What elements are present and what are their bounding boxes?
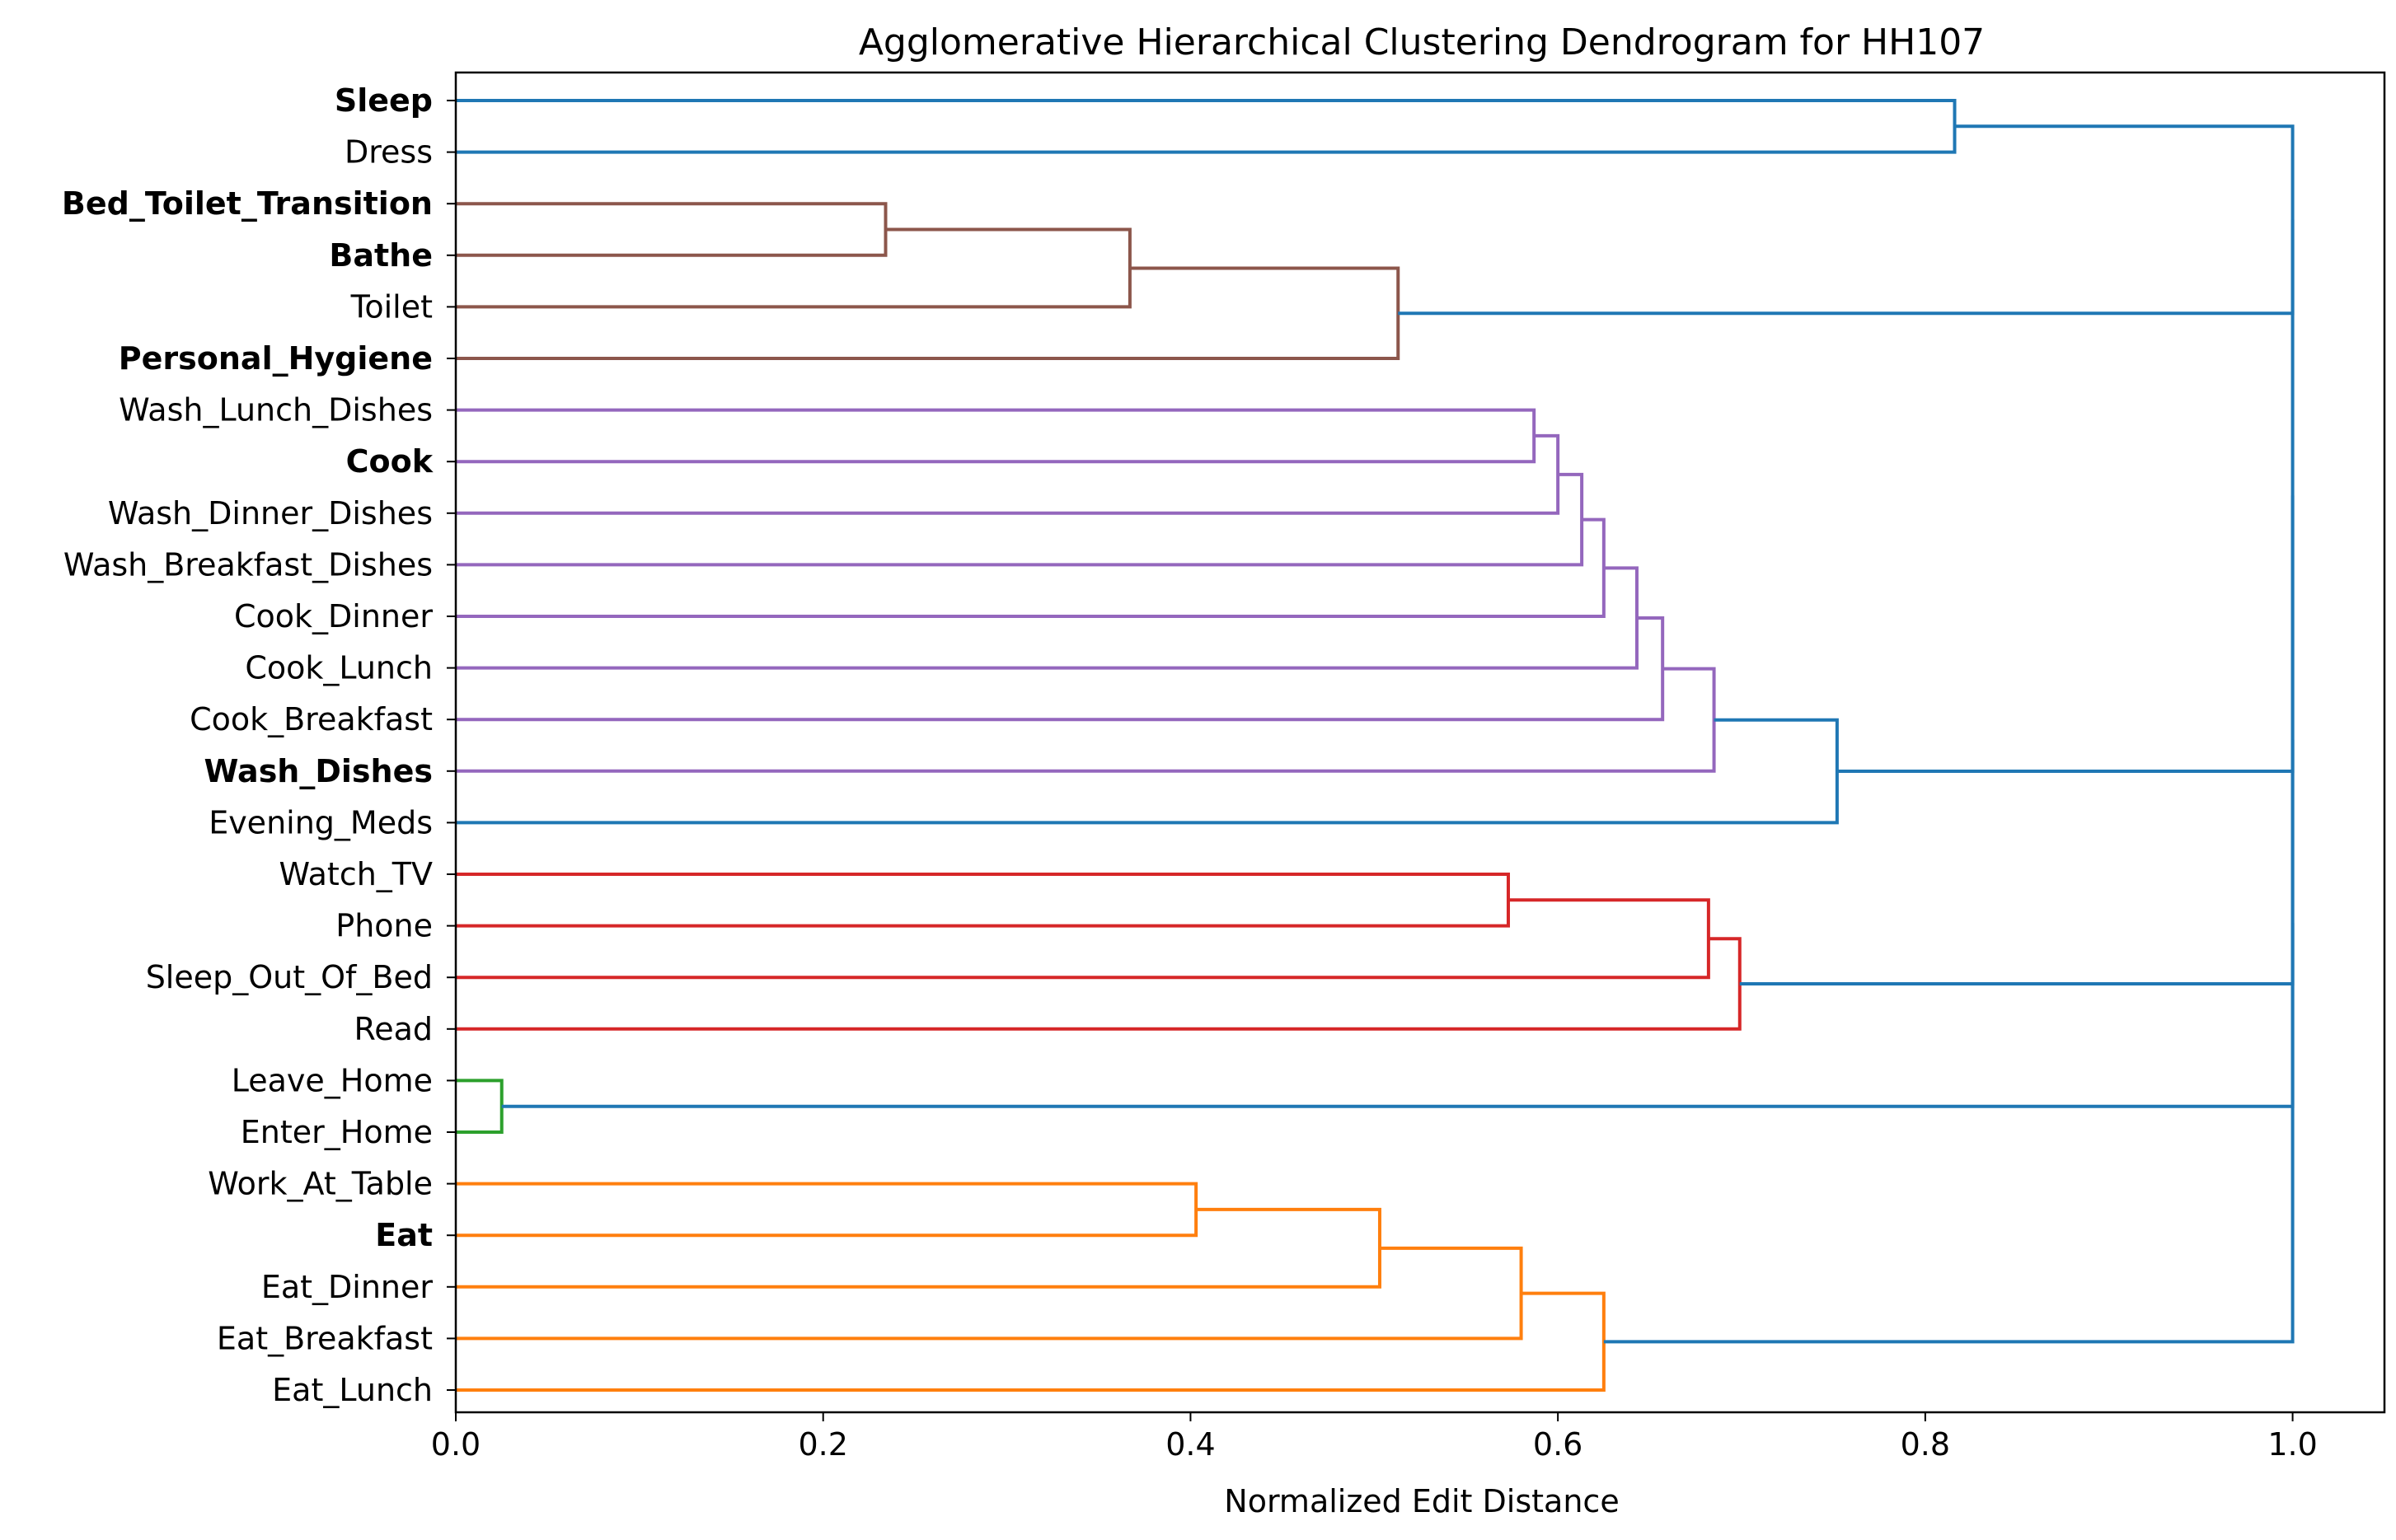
merge-link-m13 xyxy=(456,898,1710,980)
leaf-label: Personal_Hygiene xyxy=(119,340,433,377)
merge-link-m17 xyxy=(456,1207,1381,1289)
x-tick-label: 0.8 xyxy=(1901,1426,1950,1463)
merge-link-m3 xyxy=(456,266,1400,360)
leaf-label: Wash_Lunch_Dishes xyxy=(119,392,433,428)
x-tick-label: 0.6 xyxy=(1533,1426,1582,1463)
merge-link-m12 xyxy=(456,873,1510,928)
merge-link-m9 xyxy=(456,616,1665,722)
merge-link-m1 xyxy=(456,202,888,257)
leaf-label: Leave_Home xyxy=(232,1062,433,1098)
leaf-label: Evening_Meds xyxy=(209,804,433,840)
x-tick-label: 0.4 xyxy=(1165,1426,1215,1463)
merge-link-m23 xyxy=(1739,495,2295,986)
chart-title: Agglomerative Hierarchical Clustering De… xyxy=(859,21,1985,63)
merge-link-m25 xyxy=(1603,923,2295,1344)
merge-link-m6 xyxy=(456,472,1584,567)
merge-link-m7 xyxy=(456,517,1606,618)
merge-link-m4 xyxy=(456,408,1536,464)
leaf-label: Dress xyxy=(345,134,433,171)
x-tick-label: 0.0 xyxy=(431,1426,481,1463)
leaf-label: Eat_Breakfast xyxy=(217,1320,433,1356)
leaf-labels: Sleep Dress Bed_Toilet_Transition Bathe Toil… xyxy=(62,82,456,1408)
merge-link-m20 xyxy=(456,99,1957,154)
leaf-label: Bathe xyxy=(329,237,433,274)
leaf-label: Wash_Dishes xyxy=(204,753,433,789)
leaf-label: Eat_Lunch xyxy=(272,1372,433,1408)
merge-link-m5 xyxy=(456,433,1560,515)
merge-link-m21 xyxy=(1398,124,2295,316)
leaf-label: Toilet xyxy=(350,288,433,325)
leaf-label: Bed_Toilet_Transition xyxy=(62,185,433,222)
leaf-label: Phone xyxy=(335,908,433,944)
leaf-label: Cook xyxy=(346,443,434,480)
leaf-label: Cook_Lunch xyxy=(245,650,433,686)
merge-link-m16 xyxy=(456,1182,1198,1238)
merge-link-m18 xyxy=(456,1246,1523,1341)
plot-frame xyxy=(454,71,2386,1414)
leaf-label: Sleep_Out_Of_Bed xyxy=(146,959,433,995)
merge-link-m2 xyxy=(456,227,1132,309)
merge-link-m14 xyxy=(456,937,1742,1031)
leaf-label: Cook_Dinner xyxy=(234,598,433,634)
x-tick-label: 1.0 xyxy=(2267,1426,2317,1463)
merge-link-m19 xyxy=(456,1291,1606,1392)
leaf-label: Enter_Home xyxy=(241,1114,433,1150)
merge-link-m15 xyxy=(456,1079,504,1134)
leaf-label: Eat xyxy=(375,1217,433,1253)
merge-link-m10 xyxy=(456,667,1716,773)
x-axis-label: Normalized Edit Distance xyxy=(1224,1483,1619,1519)
leaf-label: Wash_Dinner_Dishes xyxy=(108,495,433,531)
merge-link-m24 xyxy=(501,739,2295,1108)
leaf-label: Wash_Breakfast_Dishes xyxy=(63,546,433,583)
merge-link-m22 xyxy=(1836,219,2295,774)
leaf-label: Cook_Breakfast xyxy=(190,701,433,737)
leaf-label: Read xyxy=(354,1011,433,1047)
leaf-label: Work_At_Table xyxy=(208,1166,433,1202)
x-axis-ticks: 0.0 0.2 0.4 0.6 0.8 1.0 xyxy=(431,1412,2318,1463)
x-tick-label: 0.2 xyxy=(798,1426,847,1463)
dendrogram-links xyxy=(456,99,2295,1392)
leaf-label: Watch_TV xyxy=(279,856,433,892)
leaf-label: Sleep xyxy=(335,82,433,119)
leaf-label: Eat_Dinner xyxy=(261,1269,434,1305)
merge-link-m8 xyxy=(456,566,1639,670)
